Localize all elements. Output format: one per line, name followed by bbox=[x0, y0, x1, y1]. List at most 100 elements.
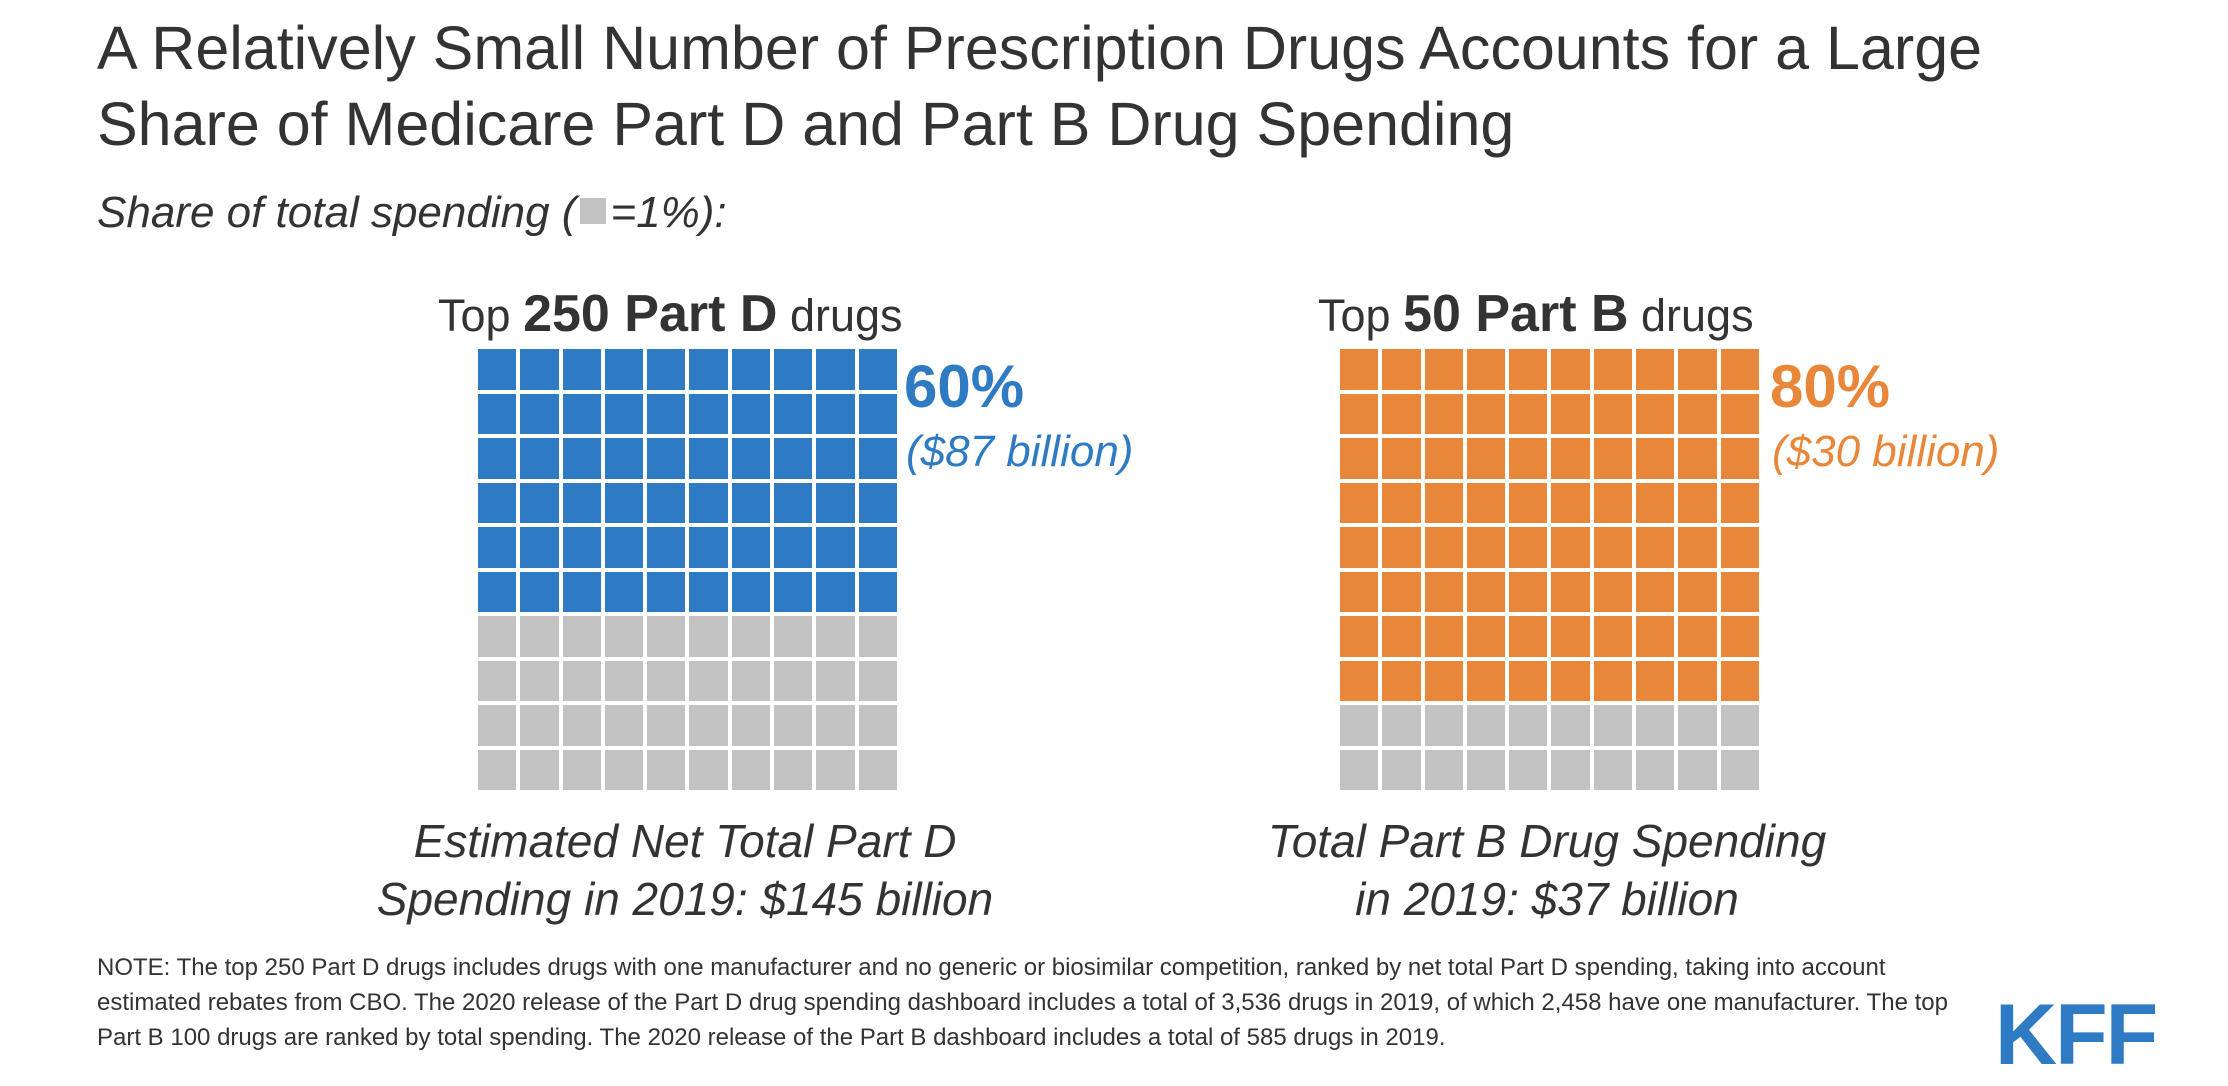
waffle-cell-filled bbox=[1340, 482, 1379, 523]
waffle-cell-filled bbox=[1593, 482, 1633, 523]
waffle-cell-filled bbox=[1678, 393, 1717, 434]
waffle-cell-remainder bbox=[647, 705, 686, 746]
waffle-cell-remainder bbox=[1551, 749, 1590, 790]
panel-title-bold: 250 Part D bbox=[523, 285, 778, 343]
waffle-cell-filled bbox=[1340, 660, 1379, 701]
waffle-cell-filled bbox=[1678, 527, 1717, 568]
panel-title-part-d: Top 250 Part D drugs bbox=[438, 284, 903, 346]
waffle-cell-filled bbox=[1382, 527, 1421, 568]
waffle-cell-remainder bbox=[774, 660, 813, 701]
waffle-cell-filled bbox=[478, 349, 517, 390]
waffle-cell-remainder bbox=[689, 705, 728, 746]
waffle-cell-remainder bbox=[731, 660, 771, 701]
waffle-cell-filled bbox=[816, 527, 855, 568]
waffle-cell-filled bbox=[1593, 349, 1633, 390]
panel-title-part-b: Top 50 Part B drugs bbox=[1318, 284, 1754, 346]
waffle-cell-remainder bbox=[731, 616, 771, 657]
waffle-cell-remainder bbox=[647, 616, 686, 657]
waffle-cell-remainder bbox=[774, 749, 813, 790]
waffle-cell-filled bbox=[1678, 571, 1717, 612]
waffle-cell-filled bbox=[731, 349, 771, 390]
waffle-cell-filled bbox=[1636, 571, 1675, 612]
waffle-cell-filled bbox=[1551, 438, 1590, 479]
waffle-cell-filled bbox=[1720, 438, 1759, 479]
waffle-cell-filled bbox=[774, 393, 813, 434]
waffle-cell-filled bbox=[689, 571, 728, 612]
subtitle-swatch-value: =1% bbox=[610, 188, 700, 237]
waffle-cell-filled bbox=[1466, 393, 1506, 434]
waffle-cell-remainder bbox=[1636, 705, 1675, 746]
waffle-cell-filled bbox=[858, 393, 897, 434]
waffle-cell-filled bbox=[1678, 616, 1717, 657]
waffle-cell-remainder bbox=[816, 660, 855, 701]
waffle-cell-filled bbox=[520, 349, 559, 390]
waffle-cell-filled bbox=[1424, 527, 1463, 568]
waffle-cell-remainder bbox=[816, 705, 855, 746]
waffle-cell-remainder bbox=[1382, 749, 1421, 790]
waffle-cell-filled bbox=[1424, 616, 1463, 657]
waffle-cell-remainder bbox=[478, 749, 517, 790]
waffle-cell-remainder bbox=[562, 660, 601, 701]
waffle-cell-filled bbox=[1424, 571, 1463, 612]
waffle-cell-filled bbox=[478, 438, 517, 479]
waffle-cell-remainder bbox=[774, 705, 813, 746]
percent-label-part-b: 80% bbox=[1770, 353, 1891, 420]
waffle-cell-filled bbox=[1509, 660, 1548, 701]
percent-label-part-d: 60% bbox=[904, 353, 1025, 420]
waffle-cell-filled bbox=[689, 438, 728, 479]
legend-swatch bbox=[580, 198, 607, 225]
panel-title-bold: 50 Part B bbox=[1403, 285, 1629, 343]
waffle-cell-filled bbox=[1382, 482, 1421, 523]
waffle-cell-remainder bbox=[1593, 749, 1633, 790]
waffle-cell-remainder bbox=[520, 616, 559, 657]
waffle-cell-filled bbox=[1382, 571, 1421, 612]
waffle-cell-filled bbox=[1678, 660, 1717, 701]
waffle-cell-filled bbox=[731, 527, 771, 568]
waffle-cell-filled bbox=[1340, 393, 1379, 434]
waffle-cell-remainder bbox=[647, 660, 686, 701]
caption-line: in 2019: $37 billion bbox=[1355, 873, 1739, 925]
kff-logo: KFF bbox=[1995, 987, 2158, 1083]
waffle-cell-filled bbox=[604, 571, 644, 612]
waffle-cell-remainder bbox=[478, 616, 517, 657]
waffle-cell-remainder bbox=[604, 705, 644, 746]
waffle-cell-remainder bbox=[1720, 749, 1759, 790]
waffle-cell-filled bbox=[1551, 482, 1590, 523]
waffle-cell-remainder bbox=[1382, 705, 1421, 746]
waffle-cell-remainder bbox=[731, 749, 771, 790]
waffle-cell-filled bbox=[1424, 660, 1463, 701]
waffle-cell-remainder bbox=[689, 616, 728, 657]
waffle-cell-filled bbox=[1340, 527, 1379, 568]
waffle-cell-remainder bbox=[562, 749, 601, 790]
waffle-cell-remainder bbox=[858, 660, 897, 701]
waffle-cell-remainder bbox=[858, 616, 897, 657]
waffle-cell-filled bbox=[1382, 660, 1421, 701]
waffle-cell-filled bbox=[1720, 393, 1759, 434]
waffle-cell-filled bbox=[1636, 393, 1675, 434]
caption-line: Spending in 2019: $145 billion bbox=[376, 873, 994, 925]
caption-part-b: Total Part B Drug Spending in 2019: $37 … bbox=[1167, 812, 1927, 928]
waffle-cell-filled bbox=[1424, 438, 1463, 479]
waffle-cell-remainder bbox=[520, 749, 559, 790]
waffle-cell-filled bbox=[1509, 349, 1548, 390]
amount-label-part-d: ($87 billion) bbox=[906, 427, 1134, 476]
subtitle-suffix: ): bbox=[699, 188, 727, 237]
waffle-cell-remainder bbox=[1424, 749, 1463, 790]
waffle-cell-filled bbox=[604, 482, 644, 523]
waffle-cell-filled bbox=[1551, 393, 1590, 434]
waffle-cell-filled bbox=[520, 482, 559, 523]
waffle-cell-filled bbox=[1593, 393, 1633, 434]
waffle-cell-remainder bbox=[1340, 749, 1379, 790]
waffle-cell-remainder bbox=[689, 660, 728, 701]
panel-title-pre: Top bbox=[1318, 290, 1404, 341]
waffle-cell-filled bbox=[1466, 660, 1506, 701]
waffle-cell-filled bbox=[1424, 393, 1463, 434]
waffle-cell-remainder bbox=[858, 749, 897, 790]
waffle-cell-filled bbox=[1466, 482, 1506, 523]
panel-title-pre: Top bbox=[438, 290, 524, 341]
waffle-cell-remainder bbox=[478, 660, 517, 701]
waffle-cell-filled bbox=[774, 438, 813, 479]
waffle-cell-filled bbox=[604, 393, 644, 434]
waffle-cell-filled bbox=[562, 527, 601, 568]
waffle-cell-filled bbox=[520, 527, 559, 568]
